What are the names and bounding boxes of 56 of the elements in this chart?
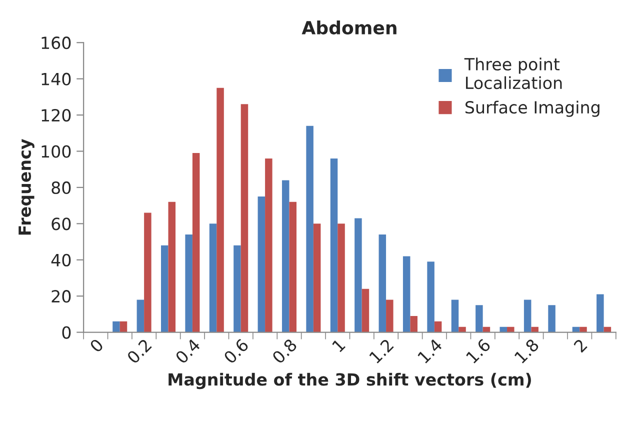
bar (209, 224, 217, 332)
x-tick-label: 1.8 (514, 338, 540, 364)
bar (216, 88, 224, 332)
bar (168, 202, 176, 332)
bar (548, 305, 556, 332)
bar (362, 288, 370, 332)
bar (160, 245, 168, 332)
legend-label: Surface Imaging (465, 100, 600, 117)
bar (265, 158, 272, 332)
bar (112, 321, 120, 332)
bar (330, 158, 338, 332)
x-tick-label: 1.2 (368, 338, 394, 364)
bar (136, 300, 144, 332)
y-tick-label: 40 (51, 254, 71, 266)
bar (258, 196, 266, 332)
chart-title: Abdomen (302, 20, 396, 35)
x-tick-label: 1.6 (466, 338, 492, 364)
bar (144, 212, 152, 332)
bar (476, 305, 483, 332)
bar (234, 245, 241, 332)
bar (306, 126, 314, 332)
x-axis-title: Magnitude of the 3D shift vectors (cm) (168, 372, 531, 390)
x-tick-label: 0.6 (223, 338, 250, 364)
bar (410, 316, 418, 332)
y-tick-label: 140 (42, 72, 71, 86)
bar (427, 262, 434, 332)
x-tick-label: 0.2 (126, 338, 152, 364)
legend-label: Three point Localization (464, 58, 562, 90)
x-tick-label: 0.4 (174, 338, 201, 364)
x-tick-label: 1 (332, 338, 346, 352)
bar (402, 256, 410, 332)
y-tick-label: 160 (42, 36, 71, 50)
bar (378, 234, 386, 332)
bar (192, 153, 200, 332)
y-tick-label: 100 (42, 145, 71, 158)
bar (240, 104, 248, 332)
x-tick-label: 2 (573, 338, 588, 353)
y-tick-label: 0 (62, 326, 71, 339)
bar (596, 294, 604, 332)
x-tick-label: 0.8 (271, 338, 298, 364)
x-tick-label: 0 (89, 338, 104, 353)
y-tick-label: 60 (52, 218, 71, 230)
bar (289, 202, 296, 332)
y-tick-label: 120 (42, 108, 71, 122)
bar (354, 218, 362, 332)
bar (338, 224, 345, 332)
bar (386, 300, 394, 332)
y-tick-label: 80 (52, 181, 71, 194)
y-tick-label: 20 (52, 290, 71, 303)
y-axis-title: Frequency (18, 138, 34, 235)
bar (524, 300, 532, 332)
bar (313, 224, 321, 332)
bar (185, 234, 192, 332)
bar (282, 180, 290, 332)
x-tick-label: 1.4 (417, 338, 443, 364)
bar (451, 300, 459, 332)
